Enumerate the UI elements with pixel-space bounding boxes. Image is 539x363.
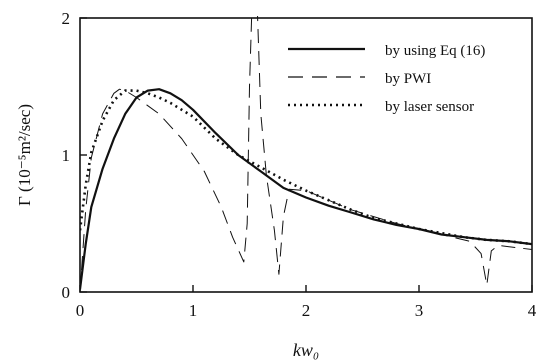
plot-frame [79, 17, 533, 293]
x-tick-label: 1 [189, 301, 198, 320]
x-axis-label: kw₀ [293, 340, 319, 360]
legend-label-laser: by laser sensor [385, 99, 474, 115]
series-line-pwi [80, 16, 532, 292]
series-group [80, 16, 532, 292]
x-tick-label: 4 [528, 301, 537, 320]
x-tick-label: 3 [415, 301, 424, 320]
y-axis-label: Γ (10⁻⁵m²/sec) [15, 104, 34, 206]
series-line-eq16 [80, 88, 532, 290]
legend-label-eq16: by using Eq (16) [385, 43, 485, 59]
x-tick-label: 2 [302, 301, 311, 320]
series-line-laser [80, 89, 532, 246]
x-tick-label: 0 [76, 301, 85, 320]
tick-group [79, 17, 533, 293]
y-tick-label: 0 [62, 283, 71, 302]
y-tick-label: 1 [62, 146, 71, 165]
legend-label-pwi: by PWI [385, 71, 431, 87]
y-tick-label: 2 [62, 9, 71, 28]
legend: by using Eq (16) by PWI by laser sensor [288, 43, 485, 115]
tick-label-group: 0 1 2 3 4 0 1 2 [62, 9, 537, 320]
